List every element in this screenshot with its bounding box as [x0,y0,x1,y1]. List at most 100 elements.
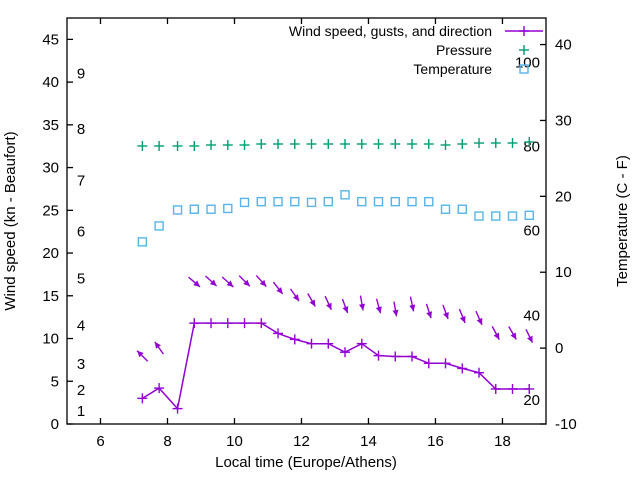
wind-arrow-head [493,332,500,340]
y-tick-label: 15 [42,288,59,305]
series-pressure [137,137,535,151]
y-tick-label: 40 [42,74,59,91]
temperature-point [340,190,350,200]
wind-arrow-head [476,317,483,325]
wind-direction-arrows [136,274,534,362]
temperature-point [457,204,467,214]
temperature-point [373,196,384,207]
wind-arrow-head [459,315,466,323]
x-tick-label: 10 [226,433,243,450]
fahrenheit-label: 100 [515,54,540,71]
legend-marker-square [519,64,529,74]
plot-frame [66,17,547,425]
temperature-point [306,197,317,208]
series-wind-speed [137,318,535,414]
y-tick-label: 30 [42,160,59,177]
temperature-point [154,221,164,231]
wind-arrow-head [209,279,217,287]
y2-axis-title: Temperature (C - F) [614,155,631,287]
chart-legend[interactable]: Wind speed, gusts, and direction Pressure… [289,23,543,77]
wind-arrow-head [409,304,416,312]
x-tick-label: 8 [163,433,171,450]
x-tick-label: 6 [96,433,104,450]
wind-arrow-head [510,332,517,340]
temperature-point [491,211,501,221]
y-tick-label: 5 [51,373,59,390]
beaufort-label: 3 [77,356,85,373]
temperature-point [407,196,417,207]
wind-arrow-head [527,335,533,343]
beaufort-label: 4 [77,318,85,335]
fahrenheit-scale-labels: 20 40 60 80 100 [515,54,540,409]
fahrenheit-label: 40 [523,308,540,325]
x-axis-title: Local time (Europe/Athens) [215,454,397,471]
y2-tick-label: -10 [555,416,577,433]
temperature-point [206,204,216,214]
wind-arrow-head [358,303,365,311]
temperature-point [390,196,400,207]
temperature-point [424,196,434,207]
temperature-point [440,204,451,214]
beaufort-scale-labels: 1 2 3 4 5 6 7 8 9 [77,66,85,421]
x-tick-label: 14 [360,433,377,450]
temperature-point [256,196,266,207]
temperature-point [189,204,199,214]
fahrenheit-label: 80 [523,138,540,155]
temperature-point [137,237,148,247]
temperature-point [524,210,534,221]
beaufort-label: 2 [77,382,85,399]
wind-arrow-head [426,311,433,319]
beaufort-label: 8 [77,121,85,138]
y2-tick-label: 40 [555,37,572,54]
y-tick-label: 35 [42,117,59,134]
wind-arrow-head [193,280,201,287]
y-tick-label: 10 [42,331,59,348]
x-tick-label: 18 [494,433,511,450]
y-axis-title: Wind speed (kn - Beaufort) [2,131,19,310]
beaufort-label: 6 [77,224,85,241]
beaufort-label: 5 [77,271,85,288]
y-tick-label: 0 [51,416,59,433]
wind-arrow-head [309,299,316,307]
wind-arrow-head [154,341,161,349]
temperature-point [507,211,518,221]
wind-arrow-head [392,309,399,317]
temperature-point [357,196,367,207]
wind-arrow-head [342,306,349,314]
wind-arrow-head [326,302,332,310]
wind-arrow-head [292,294,300,302]
temperature-point [273,196,283,207]
beaufort-label: 7 [77,172,85,189]
wind-arrow-head [243,279,250,287]
y2-tick-label: 20 [555,188,572,205]
y2-axis-ticks: -10 0 10 20 30 40 [540,37,577,433]
wind-arrow-head [226,280,234,288]
y2-tick-label: 10 [555,264,572,281]
legend-label[interactable]: Temperature [413,61,492,77]
legend-label[interactable]: Pressure [436,42,492,58]
fahrenheit-label: 60 [523,223,540,240]
temperature-point [474,211,484,221]
temperature-point [239,197,250,208]
temperature-point [172,205,183,215]
wind-arrow-head [443,312,449,320]
wind-arrow-head [259,279,267,287]
y2-tick-label: 30 [555,112,572,129]
temperature-point [290,196,300,207]
y-tick-label: 20 [42,245,59,262]
x-axis-ticks: 6 8 10 12 14 16 18 [96,18,511,450]
y-tick-label: 45 [42,31,59,48]
y2-tick-label: 0 [555,340,563,357]
fahrenheit-label: 20 [523,392,540,409]
beaufort-label: 9 [77,66,85,83]
x-tick-label: 16 [427,433,444,450]
temperature-point [323,196,333,207]
wind-arrow-head [137,350,144,358]
beaufort-label: 1 [77,403,85,420]
wind-speed-line [142,322,530,411]
series-temperature [137,190,534,247]
temperature-point [223,203,233,214]
legend-label[interactable]: Wind speed, gusts, and direction [289,23,492,39]
